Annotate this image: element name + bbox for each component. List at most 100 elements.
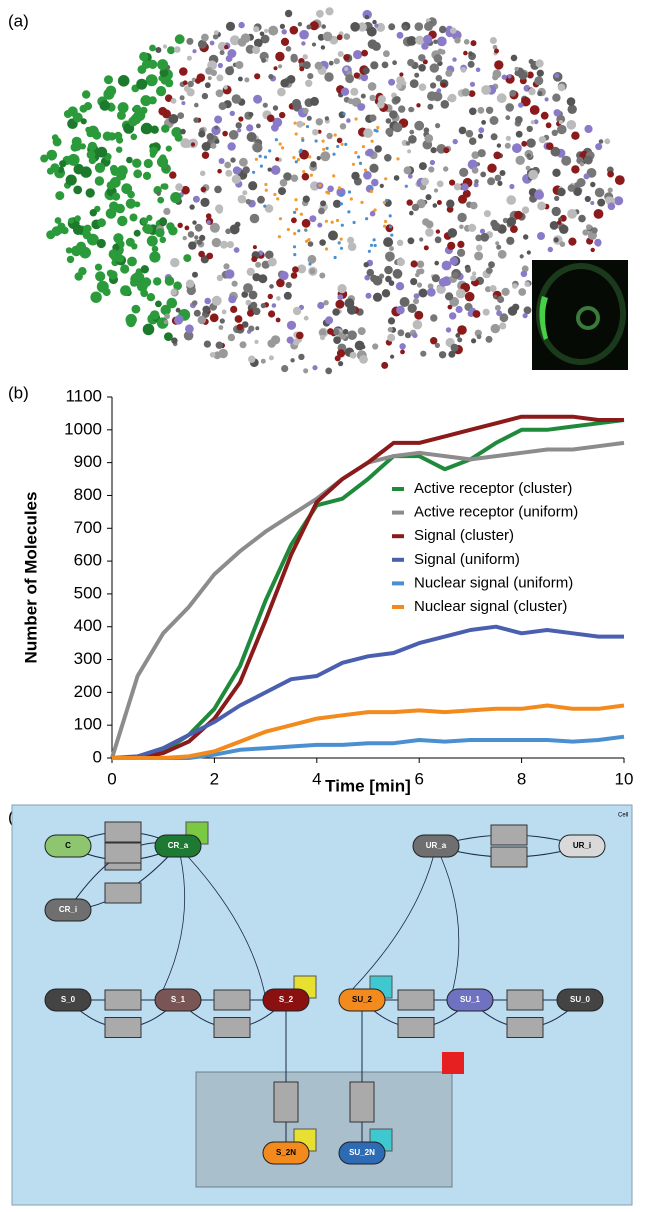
molecule bbox=[252, 46, 261, 54]
molecule bbox=[416, 103, 421, 108]
molecule bbox=[294, 132, 298, 136]
y-tick-label: 500 bbox=[74, 583, 102, 602]
molecule bbox=[87, 233, 99, 246]
molecule bbox=[228, 295, 237, 304]
molecule bbox=[526, 250, 531, 255]
molecule bbox=[509, 89, 517, 97]
molecule bbox=[205, 67, 213, 75]
molecule bbox=[254, 339, 259, 344]
molecule bbox=[252, 273, 261, 282]
molecule bbox=[360, 73, 369, 82]
molecule bbox=[245, 198, 252, 205]
molecule bbox=[533, 119, 539, 125]
molecule bbox=[557, 220, 562, 225]
molecule bbox=[372, 238, 376, 242]
molecule bbox=[310, 181, 320, 191]
molecule bbox=[242, 166, 250, 174]
molecule bbox=[428, 166, 435, 173]
molecule bbox=[449, 256, 459, 266]
molecule bbox=[434, 236, 442, 244]
molecule bbox=[409, 79, 419, 88]
molecule bbox=[164, 276, 175, 286]
molecule bbox=[319, 272, 326, 279]
molecule bbox=[51, 134, 59, 141]
molecule bbox=[443, 166, 449, 172]
molecule bbox=[547, 246, 553, 253]
reaction bbox=[104, 989, 142, 1011]
molecule bbox=[142, 224, 151, 233]
molecule bbox=[142, 171, 152, 180]
molecule bbox=[515, 130, 523, 138]
molecule bbox=[106, 181, 116, 190]
molecule bbox=[537, 232, 545, 240]
molecule bbox=[120, 285, 131, 296]
molecule bbox=[567, 104, 577, 115]
molecule bbox=[359, 355, 368, 364]
molecule bbox=[179, 67, 188, 76]
molecule bbox=[495, 241, 500, 246]
molecule bbox=[145, 74, 158, 87]
reaction bbox=[506, 989, 544, 1011]
molecule bbox=[292, 245, 297, 249]
molecule bbox=[227, 49, 237, 58]
molecule bbox=[305, 125, 310, 129]
molecule bbox=[94, 176, 105, 186]
molecule bbox=[406, 36, 417, 46]
molecule bbox=[170, 98, 177, 104]
molecule bbox=[197, 39, 207, 49]
molecule bbox=[223, 85, 228, 90]
molecule bbox=[248, 325, 255, 332]
molecule bbox=[389, 110, 398, 119]
molecule bbox=[97, 218, 106, 228]
molecule bbox=[281, 365, 289, 373]
molecule bbox=[376, 100, 385, 109]
molecule bbox=[494, 48, 499, 54]
molecule bbox=[590, 201, 595, 205]
molecule bbox=[553, 237, 559, 243]
molecule bbox=[303, 315, 309, 321]
molecule bbox=[414, 22, 424, 31]
molecule bbox=[325, 7, 334, 16]
x-tick-label: 4 bbox=[312, 769, 321, 788]
molecule bbox=[217, 62, 223, 69]
molecule bbox=[182, 80, 188, 86]
molecule bbox=[328, 230, 338, 241]
molecule bbox=[584, 124, 593, 134]
molecule bbox=[353, 72, 360, 79]
molecule bbox=[357, 155, 361, 159]
reaction bbox=[506, 1017, 544, 1038]
molecule bbox=[292, 306, 302, 316]
molecule bbox=[475, 67, 481, 73]
molecule bbox=[251, 256, 258, 263]
molecule bbox=[88, 156, 97, 165]
x-tick-label: 2 bbox=[210, 769, 219, 788]
molecule bbox=[392, 60, 397, 66]
molecule bbox=[347, 330, 357, 341]
molecule bbox=[528, 87, 536, 96]
molecule bbox=[396, 258, 405, 267]
molecule bbox=[512, 283, 518, 289]
molecule bbox=[185, 324, 194, 334]
species-label: SU_2 bbox=[352, 995, 373, 1004]
molecule bbox=[545, 122, 552, 129]
molecule bbox=[383, 224, 387, 228]
molecule bbox=[411, 203, 420, 212]
molecule bbox=[449, 179, 456, 186]
molecule bbox=[248, 290, 258, 300]
molecule bbox=[342, 328, 349, 335]
molecule bbox=[521, 265, 529, 273]
molecule bbox=[408, 106, 414, 113]
molecule bbox=[146, 214, 153, 221]
molecule bbox=[479, 228, 486, 234]
molecule bbox=[357, 22, 367, 32]
molecule bbox=[264, 28, 269, 33]
molecule bbox=[505, 103, 514, 112]
molecule bbox=[436, 200, 442, 205]
molecule bbox=[278, 64, 283, 69]
molecule bbox=[455, 288, 466, 299]
molecule bbox=[434, 342, 440, 348]
molecule bbox=[521, 140, 528, 147]
molecule bbox=[150, 125, 159, 134]
molecule bbox=[510, 54, 518, 62]
molecule bbox=[195, 77, 201, 84]
